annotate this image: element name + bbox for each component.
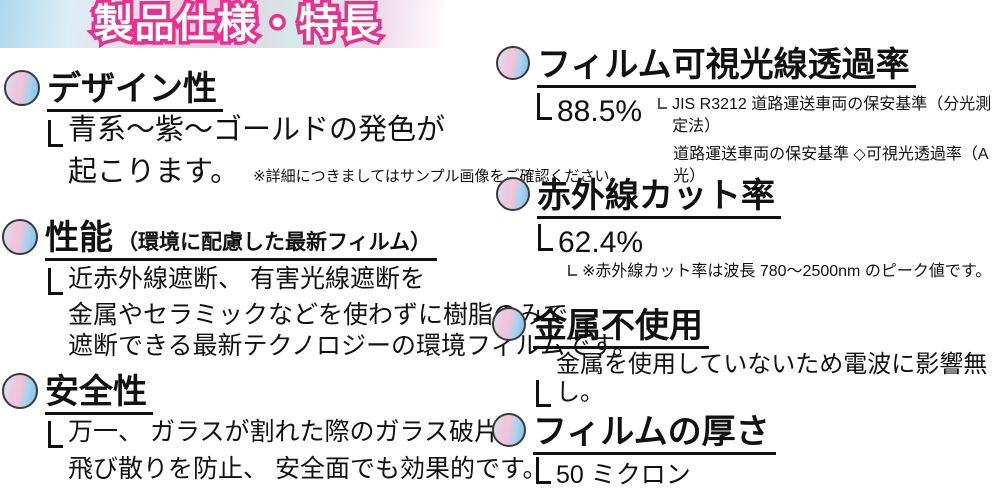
elbow-connector-icon	[48, 268, 63, 295]
elbow-connector-icon	[536, 457, 551, 484]
feature-title: 安全性	[45, 373, 147, 411]
feature-text-line: 万一、 ガラスが割れた際のガラス破片の	[68, 418, 524, 446]
gradient-orb-icon	[496, 177, 530, 211]
feature-title: デザイン性	[47, 70, 217, 108]
header-banner: 製品仕様・特長 製品仕様・特長	[0, 0, 446, 50]
gradient-orb-icon	[4, 70, 40, 106]
elbow-connector-icon	[658, 98, 668, 109]
ir-cut-note: ※赤外線カット率は波長 780〜2500nm のピーク値です。	[582, 263, 992, 280]
feature-text-line: 青系〜紫〜ゴールドの発色が	[68, 114, 446, 146]
ir-cut-value: 62.4%	[558, 226, 644, 259]
vlt-note: 道路運送車両の保安基準 ◇可視光透過率（A光）	[673, 146, 989, 185]
feature-text-line: 飛び散りを防止、 安全面でも効果的です。	[68, 455, 548, 483]
feature-title: フィルム可視光線透過率	[537, 46, 910, 84]
feature-ir-cut: 赤外線カット率 62.4% ※赤外線カット率は波長 780〜2500nm のピー…	[496, 177, 991, 283]
feature-metal-free: 金属不使用 金属を使用していないため電波に影響無し。	[492, 307, 1000, 407]
feature-design: デザイン性 青系〜紫〜ゴールドの発色が 起こります。 ※詳細につきましてはサンプ…	[4, 70, 624, 189]
feature-footnote: ※詳細につきましてはサンプル画像をご確認ください。	[253, 168, 625, 185]
vlt-value: 88.5%	[557, 95, 643, 128]
elbow-connector-icon	[568, 265, 577, 276]
thickness-value: 50 ミクロン	[556, 461, 691, 489]
page-title-text: 製品仕様・特長	[93, 2, 381, 46]
elbow-connector-icon	[48, 120, 63, 147]
feature-vlt: フィルム可視光線透過率 88.5% JIS R3212 道路運送車両の保安基準（…	[496, 46, 1000, 188]
feature-text-line: 起こります。	[68, 156, 240, 188]
page-title-outline: 製品仕様・特長	[90, 0, 383, 50]
vlt-note: JIS R3212 道路運送車両の保安基準（分光測定法）	[672, 96, 992, 135]
feature-text-line: 近赤外線遮断、 有害光線遮断を	[68, 265, 425, 293]
elbow-connector-icon	[48, 421, 63, 448]
page-title: 製品仕様・特長 製品仕様・特長	[66, 0, 383, 50]
gradient-orb-icon	[496, 46, 530, 80]
gradient-orb-icon	[492, 307, 526, 341]
feature-title-suffix: （環境に配慮した最新フィルム）	[117, 231, 432, 254]
feature-title: 金属不使用	[533, 307, 703, 345]
feature-performance: 性能 （環境に配慮した最新フィルム） 近赤外線遮断、 有害光線遮断を 金属やセラ…	[2, 219, 638, 362]
elbow-connector-icon	[538, 224, 553, 251]
gradient-orb-icon	[492, 413, 526, 447]
feature-title: フィルムの厚さ	[533, 413, 770, 451]
gradient-orb-icon	[2, 219, 38, 255]
elbow-connector-icon	[536, 380, 551, 407]
gradient-orb-icon	[2, 373, 38, 409]
feature-safety: 安全性 万一、 ガラスが割れた際のガラス破片の 飛び散りを防止、 安全面でも効果…	[2, 373, 547, 485]
feature-text-line: 金属を使用していないため電波に影響無し。	[556, 351, 988, 406]
feature-text-line: 金属やセラミックなどを使わずに樹脂のみで	[68, 301, 569, 329]
feature-title: 赤外線カット率	[537, 177, 775, 215]
elbow-connector-icon	[537, 93, 552, 120]
feature-title: 性能	[45, 219, 113, 257]
feature-thickness: フィルムの厚さ 50 ミクロン	[492, 413, 776, 489]
